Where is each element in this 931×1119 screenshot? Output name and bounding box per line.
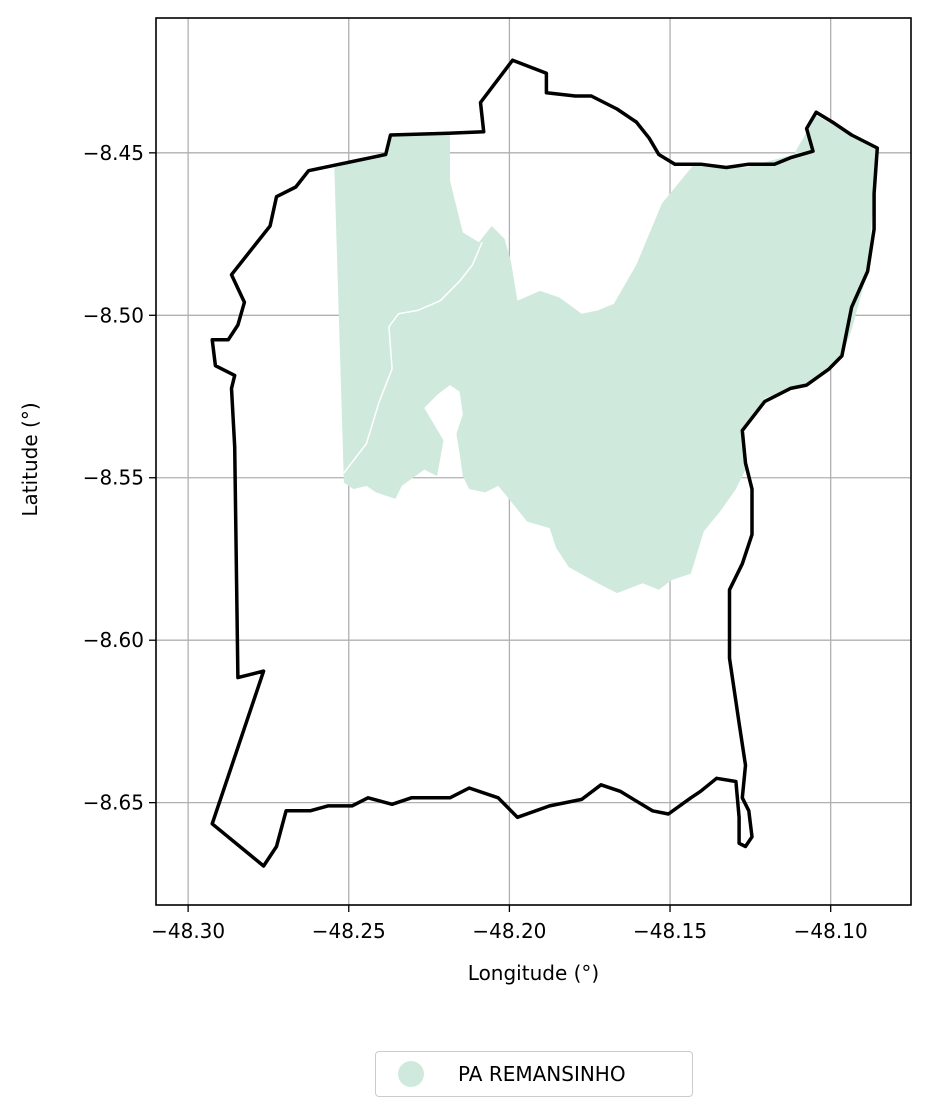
area-pa-remansinho	[334, 115, 878, 594]
boundary-layer	[210, 58, 880, 868]
map-plot: −48.30 −48.25 −48.20 −48.15 −48.10 −8.45 −8.5…	[18, 17, 912, 985]
x-axis-label: Longitude (°)	[468, 961, 599, 985]
y-tick-label: −8.60	[83, 628, 144, 652]
municipality-boundary	[210, 58, 880, 868]
y-tick-label: −8.65	[83, 791, 144, 815]
internal-line	[343, 241, 483, 474]
y-axis-ticks: −8.45 −8.50 −8.55 −8.60 −8.65	[83, 141, 156, 815]
y-axis-label: Latitude (°)	[18, 402, 42, 516]
y-tick-label: −8.50	[83, 303, 144, 327]
legend: PA REMANSINHO	[375, 1051, 693, 1097]
x-tick-label: −48.30	[151, 919, 225, 943]
legend-label-pa-remansinho: PA REMANSINHO	[458, 1062, 626, 1086]
legend-marker-pa-remansinho	[398, 1061, 424, 1087]
x-axis-ticks: −48.30 −48.25 −48.20 −48.15 −48.10	[151, 905, 868, 943]
x-tick-label: −48.20	[472, 919, 546, 943]
x-tick-label: −48.10	[794, 919, 868, 943]
area-layer	[334, 115, 878, 594]
x-tick-label: −48.25	[312, 919, 386, 943]
y-tick-label: −8.55	[83, 466, 144, 490]
y-tick-label: −8.45	[83, 141, 144, 165]
plot-frame	[155, 17, 912, 906]
x-tick-label: −48.15	[633, 919, 707, 943]
